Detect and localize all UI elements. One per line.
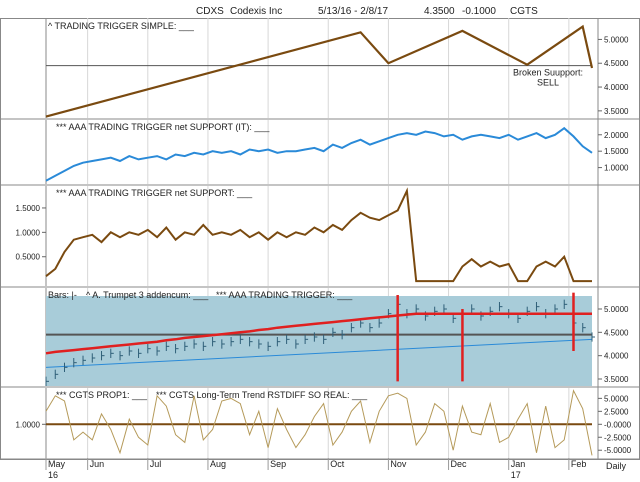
month-label: Aug — [210, 459, 226, 469]
panel1-tick-label: 4.5000 — [604, 59, 629, 68]
panel3-label: *** AAA TRADING TRIGGER net SUPPORT: ___ — [56, 188, 253, 198]
panel5-trend-label: *** CGTS Long-Term Trend RSTDIFF SO REAL… — [156, 390, 368, 400]
panel4-tick-label: 4.5000 — [604, 328, 629, 337]
panel5-tick-label: -5.0000 — [604, 446, 632, 455]
panel4-bars-label: Bars: |- — [48, 290, 77, 300]
support-it-line — [45, 126, 593, 182]
sell-annotation-line2: SELL — [537, 78, 559, 88]
red-trigger-line — [45, 312, 592, 355]
sell-annotation-line1: Broken Suupport: — [513, 68, 583, 78]
symbol-label: CDXS — [196, 6, 224, 17]
panel2-tick-label: 1.5000 — [604, 147, 629, 156]
panel4-tick-label: 3.5000 — [604, 375, 629, 384]
month-label: Sep — [270, 459, 286, 469]
panel4-trumpet-label: ^ A. Trumpet 3 addencum: ___ — [86, 290, 209, 300]
panel3-tick-label: 1.5000 — [16, 204, 41, 213]
panel2-label: *** AAA TRADING TRIGGER net SUPPORT (IT)… — [56, 122, 270, 132]
month-label: Jun — [90, 459, 105, 469]
panel5-tick-label: 2.5000 — [604, 407, 629, 416]
panel1-tick-label: 5.0000 — [604, 35, 629, 44]
panel1-tick-label: 3.5000 — [604, 107, 629, 116]
year-label-2017: 17 — [511, 470, 521, 480]
panel2-tick-label: 2.0000 — [604, 131, 629, 140]
panel1-label: ^ TRADING TRIGGER SIMPLE: ___ — [48, 21, 195, 31]
panel5-prop-label: *** CGTS PROP1: ___ — [56, 390, 148, 400]
panel5-tick-label: 5.0000 — [604, 394, 629, 403]
panel2-tick-label: 1.0000 — [604, 164, 629, 173]
month-label: Feb — [571, 459, 587, 469]
price-label: 4.3500 — [424, 6, 455, 17]
date-range-label: 5/13/16 - 2/8/17 — [318, 6, 389, 17]
trigger-simple-line — [45, 24, 594, 118]
month-label: Jul — [150, 459, 162, 469]
period-label: Daily — [606, 461, 627, 471]
panel5-left-tick-label: 1.0000 — [16, 420, 41, 429]
prop-rstdiff-line — [45, 389, 593, 456]
panel5-tick-label: -0.0000 — [604, 420, 632, 429]
panel4-tick-label: 5.0000 — [604, 305, 629, 314]
trend-line — [45, 338, 593, 368]
support-line-series — [45, 187, 592, 283]
panel4-tick-label: 4.0000 — [604, 352, 629, 361]
month-label: May — [48, 459, 66, 469]
company-label: Codexis Inc — [230, 6, 283, 17]
month-label: Dec — [451, 459, 468, 469]
panel3-tick-label: 0.5000 — [16, 253, 41, 262]
month-label: Nov — [390, 459, 407, 469]
panel5-tick-label: -2.5000 — [604, 433, 632, 442]
year-label-2016: 16 — [48, 470, 58, 480]
month-label: Jan — [511, 459, 526, 469]
code-label: CGTS — [510, 6, 538, 17]
change-label: -0.1000 — [462, 6, 496, 17]
panel4-trigger-label: *** AAA TRADING TRIGGER: ___ — [216, 290, 353, 300]
panel1-tick-label: 4.0000 — [604, 83, 629, 92]
panel3-tick-label: 1.0000 — [16, 228, 41, 237]
chart-header: CDXS Codexis Inc 5/13/16 - 2/8/17 4.3500… — [0, 2, 640, 18]
month-label: Oct — [330, 459, 345, 469]
bars-panel-background — [46, 296, 592, 386]
